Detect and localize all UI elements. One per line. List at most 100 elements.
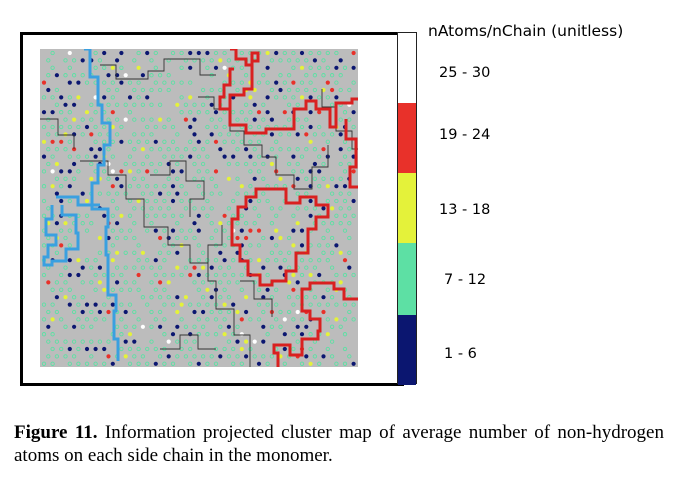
map-marker — [97, 339, 103, 344]
map-marker — [256, 213, 262, 218]
boundary-thin-2 — [100, 58, 216, 80]
map-marker — [200, 58, 206, 63]
map-marker — [119, 213, 124, 218]
map-marker — [291, 154, 296, 159]
map-marker — [41, 361, 47, 366]
map-marker — [162, 302, 167, 307]
map-marker — [192, 235, 197, 241]
map-marker — [235, 132, 240, 137]
map-marker — [114, 87, 120, 93]
map-marker — [175, 102, 180, 107]
map-marker — [342, 361, 348, 366]
map-marker — [218, 295, 223, 300]
map-marker — [145, 50, 150, 56]
map-marker — [222, 287, 227, 292]
map-marker — [342, 110, 348, 115]
map-marker — [329, 324, 335, 329]
map-marker — [239, 184, 244, 189]
map-marker — [338, 191, 343, 196]
map-marker — [282, 317, 287, 322]
map-marker — [295, 206, 300, 211]
map-marker — [265, 361, 270, 366]
map-marker — [278, 58, 283, 63]
map-marker — [222, 258, 227, 263]
map-marker — [188, 302, 193, 307]
map-marker — [89, 280, 94, 285]
map-marker — [317, 184, 322, 189]
map-marker — [256, 317, 262, 322]
map-marker — [80, 73, 85, 78]
map-marker — [188, 65, 193, 70]
map-marker — [317, 124, 322, 130]
map-marker — [63, 117, 68, 122]
map-marker — [127, 80, 133, 85]
map-marker — [205, 169, 210, 174]
map-marker — [140, 73, 145, 78]
map-marker — [166, 176, 171, 181]
map-marker — [325, 317, 330, 322]
map-marker — [196, 213, 201, 218]
map-marker — [317, 169, 322, 174]
map-marker — [243, 161, 249, 167]
map-marker — [54, 176, 60, 181]
map-marker — [243, 250, 249, 255]
map-marker — [76, 361, 81, 366]
map-marker — [162, 258, 167, 263]
map-marker — [338, 324, 343, 329]
map-marker — [325, 287, 330, 292]
map-marker — [192, 147, 197, 152]
map-marker — [295, 102, 300, 107]
map-marker — [295, 132, 300, 137]
map-marker — [192, 176, 197, 181]
map-marker — [308, 50, 313, 56]
map-marker — [282, 95, 287, 100]
map-marker — [188, 80, 193, 85]
map-marker — [205, 361, 210, 366]
map-marker — [218, 58, 223, 63]
map-marker — [222, 332, 227, 337]
map-marker — [67, 65, 72, 70]
map-marker — [54, 147, 60, 152]
map-marker — [282, 346, 287, 352]
map-marker — [153, 258, 158, 263]
map-marker — [158, 117, 163, 122]
map-marker — [158, 324, 163, 329]
colorbar-segment-7-12 — [398, 243, 416, 315]
map-marker — [192, 265, 197, 270]
map-marker — [76, 302, 81, 307]
map-marker — [317, 65, 322, 70]
map-marker — [347, 147, 352, 152]
map-marker — [166, 339, 171, 344]
map-marker — [265, 287, 270, 292]
map-marker — [127, 184, 133, 189]
map-marker — [127, 228, 133, 233]
map-marker — [170, 124, 176, 130]
map-marker — [140, 354, 146, 359]
map-marker — [110, 287, 115, 292]
map-marker — [106, 176, 111, 181]
map-marker — [136, 95, 141, 100]
map-marker — [205, 110, 210, 115]
map-marker — [192, 132, 197, 137]
map-marker — [175, 132, 180, 137]
map-marker — [201, 309, 206, 315]
map-marker — [50, 184, 55, 189]
map-marker — [119, 80, 124, 85]
map-marker — [140, 176, 146, 181]
map-marker — [170, 228, 176, 233]
map-marker — [317, 302, 322, 307]
map-marker — [93, 302, 98, 307]
map-marker — [170, 50, 176, 56]
map-marker — [59, 346, 64, 352]
map-marker — [93, 287, 98, 292]
map-marker — [153, 139, 158, 144]
map-marker — [97, 235, 102, 241]
map-marker — [188, 154, 193, 159]
map-marker — [274, 287, 279, 292]
map-marker — [269, 132, 274, 137]
map-marker — [235, 147, 240, 152]
map-marker — [170, 184, 176, 189]
map-marker — [317, 243, 322, 248]
map-marker — [72, 161, 77, 167]
map-marker — [59, 198, 64, 204]
